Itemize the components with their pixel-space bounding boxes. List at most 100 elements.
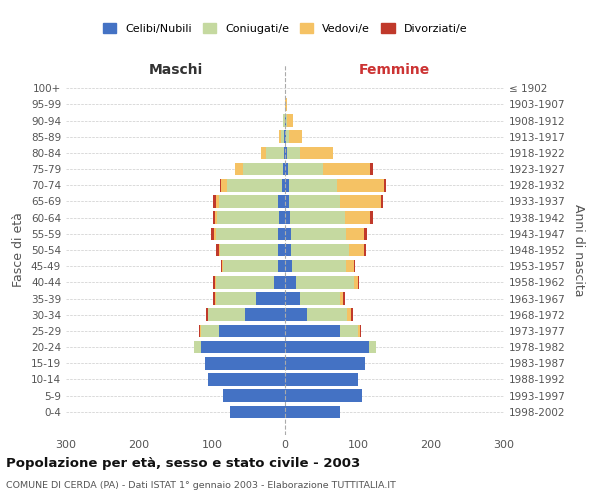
- Bar: [220, 179, 221, 192]
- Bar: [285, 276, 296, 288]
- Bar: [242, 163, 283, 175]
- Bar: [323, 163, 370, 175]
- Bar: [285, 146, 287, 159]
- Bar: [285, 308, 307, 321]
- Bar: [285, 406, 340, 418]
- Bar: [221, 260, 222, 272]
- Bar: [261, 146, 266, 159]
- Bar: [285, 163, 288, 175]
- Bar: [358, 324, 360, 337]
- Bar: [285, 324, 340, 337]
- Bar: [245, 308, 285, 321]
- Bar: [364, 228, 367, 240]
- Bar: [285, 114, 286, 127]
- Bar: [358, 276, 359, 288]
- Bar: [288, 163, 323, 175]
- Bar: [285, 195, 289, 208]
- Bar: [380, 195, 383, 208]
- Bar: [208, 308, 245, 321]
- Text: Femmine: Femmine: [359, 63, 430, 77]
- Bar: [287, 114, 293, 127]
- Bar: [285, 260, 292, 272]
- Bar: [287, 146, 301, 159]
- Bar: [208, 373, 285, 386]
- Bar: [370, 212, 373, 224]
- Bar: [360, 324, 361, 337]
- Bar: [279, 130, 281, 143]
- Bar: [223, 260, 278, 272]
- Bar: [215, 244, 218, 256]
- Text: Popolazione per età, sesso e stato civile - 2003: Popolazione per età, sesso e stato civil…: [6, 458, 360, 470]
- Bar: [299, 292, 340, 305]
- Bar: [215, 292, 256, 305]
- Bar: [215, 228, 278, 240]
- Text: COMUNE DI CERDA (PA) - Dati ISTAT 1° gennaio 2003 - Elaborazione TUTTITALIA.IT: COMUNE DI CERDA (PA) - Dati ISTAT 1° gen…: [6, 480, 396, 490]
- Bar: [278, 228, 285, 240]
- Y-axis label: Anni di nascita: Anni di nascita: [572, 204, 585, 296]
- Bar: [215, 276, 274, 288]
- Bar: [278, 260, 285, 272]
- Bar: [285, 179, 289, 192]
- Bar: [285, 228, 291, 240]
- Bar: [350, 308, 353, 321]
- Bar: [200, 324, 201, 337]
- Bar: [340, 324, 358, 337]
- Bar: [286, 130, 289, 143]
- Bar: [290, 212, 345, 224]
- Bar: [285, 244, 291, 256]
- Bar: [218, 244, 220, 256]
- Bar: [256, 292, 285, 305]
- Text: Maschi: Maschi: [148, 63, 203, 77]
- Bar: [289, 130, 302, 143]
- Bar: [283, 163, 285, 175]
- Bar: [274, 276, 285, 288]
- Bar: [217, 212, 279, 224]
- Bar: [296, 276, 355, 288]
- Bar: [221, 179, 227, 192]
- Bar: [345, 212, 370, 224]
- Bar: [214, 195, 215, 208]
- Bar: [206, 308, 208, 321]
- Bar: [213, 212, 215, 224]
- Bar: [230, 406, 285, 418]
- Bar: [346, 228, 364, 240]
- Bar: [291, 228, 346, 240]
- Legend: Celibi/Nubili, Coniugati/e, Vedovi/e, Divorziati/e: Celibi/Nubili, Coniugati/e, Vedovi/e, Di…: [98, 19, 472, 38]
- Bar: [289, 179, 337, 192]
- Bar: [301, 146, 333, 159]
- Bar: [283, 114, 285, 127]
- Bar: [284, 130, 285, 143]
- Bar: [340, 292, 343, 305]
- Bar: [285, 292, 299, 305]
- Bar: [349, 244, 364, 256]
- Bar: [201, 324, 220, 337]
- Bar: [285, 373, 358, 386]
- Bar: [235, 163, 242, 175]
- Bar: [364, 244, 366, 256]
- Bar: [369, 341, 376, 353]
- Bar: [282, 179, 285, 192]
- Bar: [292, 260, 346, 272]
- Bar: [343, 292, 345, 305]
- Bar: [284, 146, 285, 159]
- Bar: [201, 341, 285, 353]
- Bar: [266, 146, 284, 159]
- Bar: [337, 179, 384, 192]
- Bar: [307, 308, 347, 321]
- Bar: [285, 341, 369, 353]
- Bar: [220, 195, 278, 208]
- Bar: [214, 292, 215, 305]
- Bar: [278, 195, 285, 208]
- Bar: [220, 244, 278, 256]
- Bar: [370, 163, 373, 175]
- Bar: [285, 130, 286, 143]
- Bar: [384, 179, 386, 192]
- Bar: [355, 276, 358, 288]
- Bar: [222, 260, 223, 272]
- Bar: [215, 195, 220, 208]
- Bar: [194, 341, 201, 353]
- Bar: [285, 212, 290, 224]
- Bar: [346, 260, 353, 272]
- Bar: [353, 260, 355, 272]
- Bar: [289, 195, 340, 208]
